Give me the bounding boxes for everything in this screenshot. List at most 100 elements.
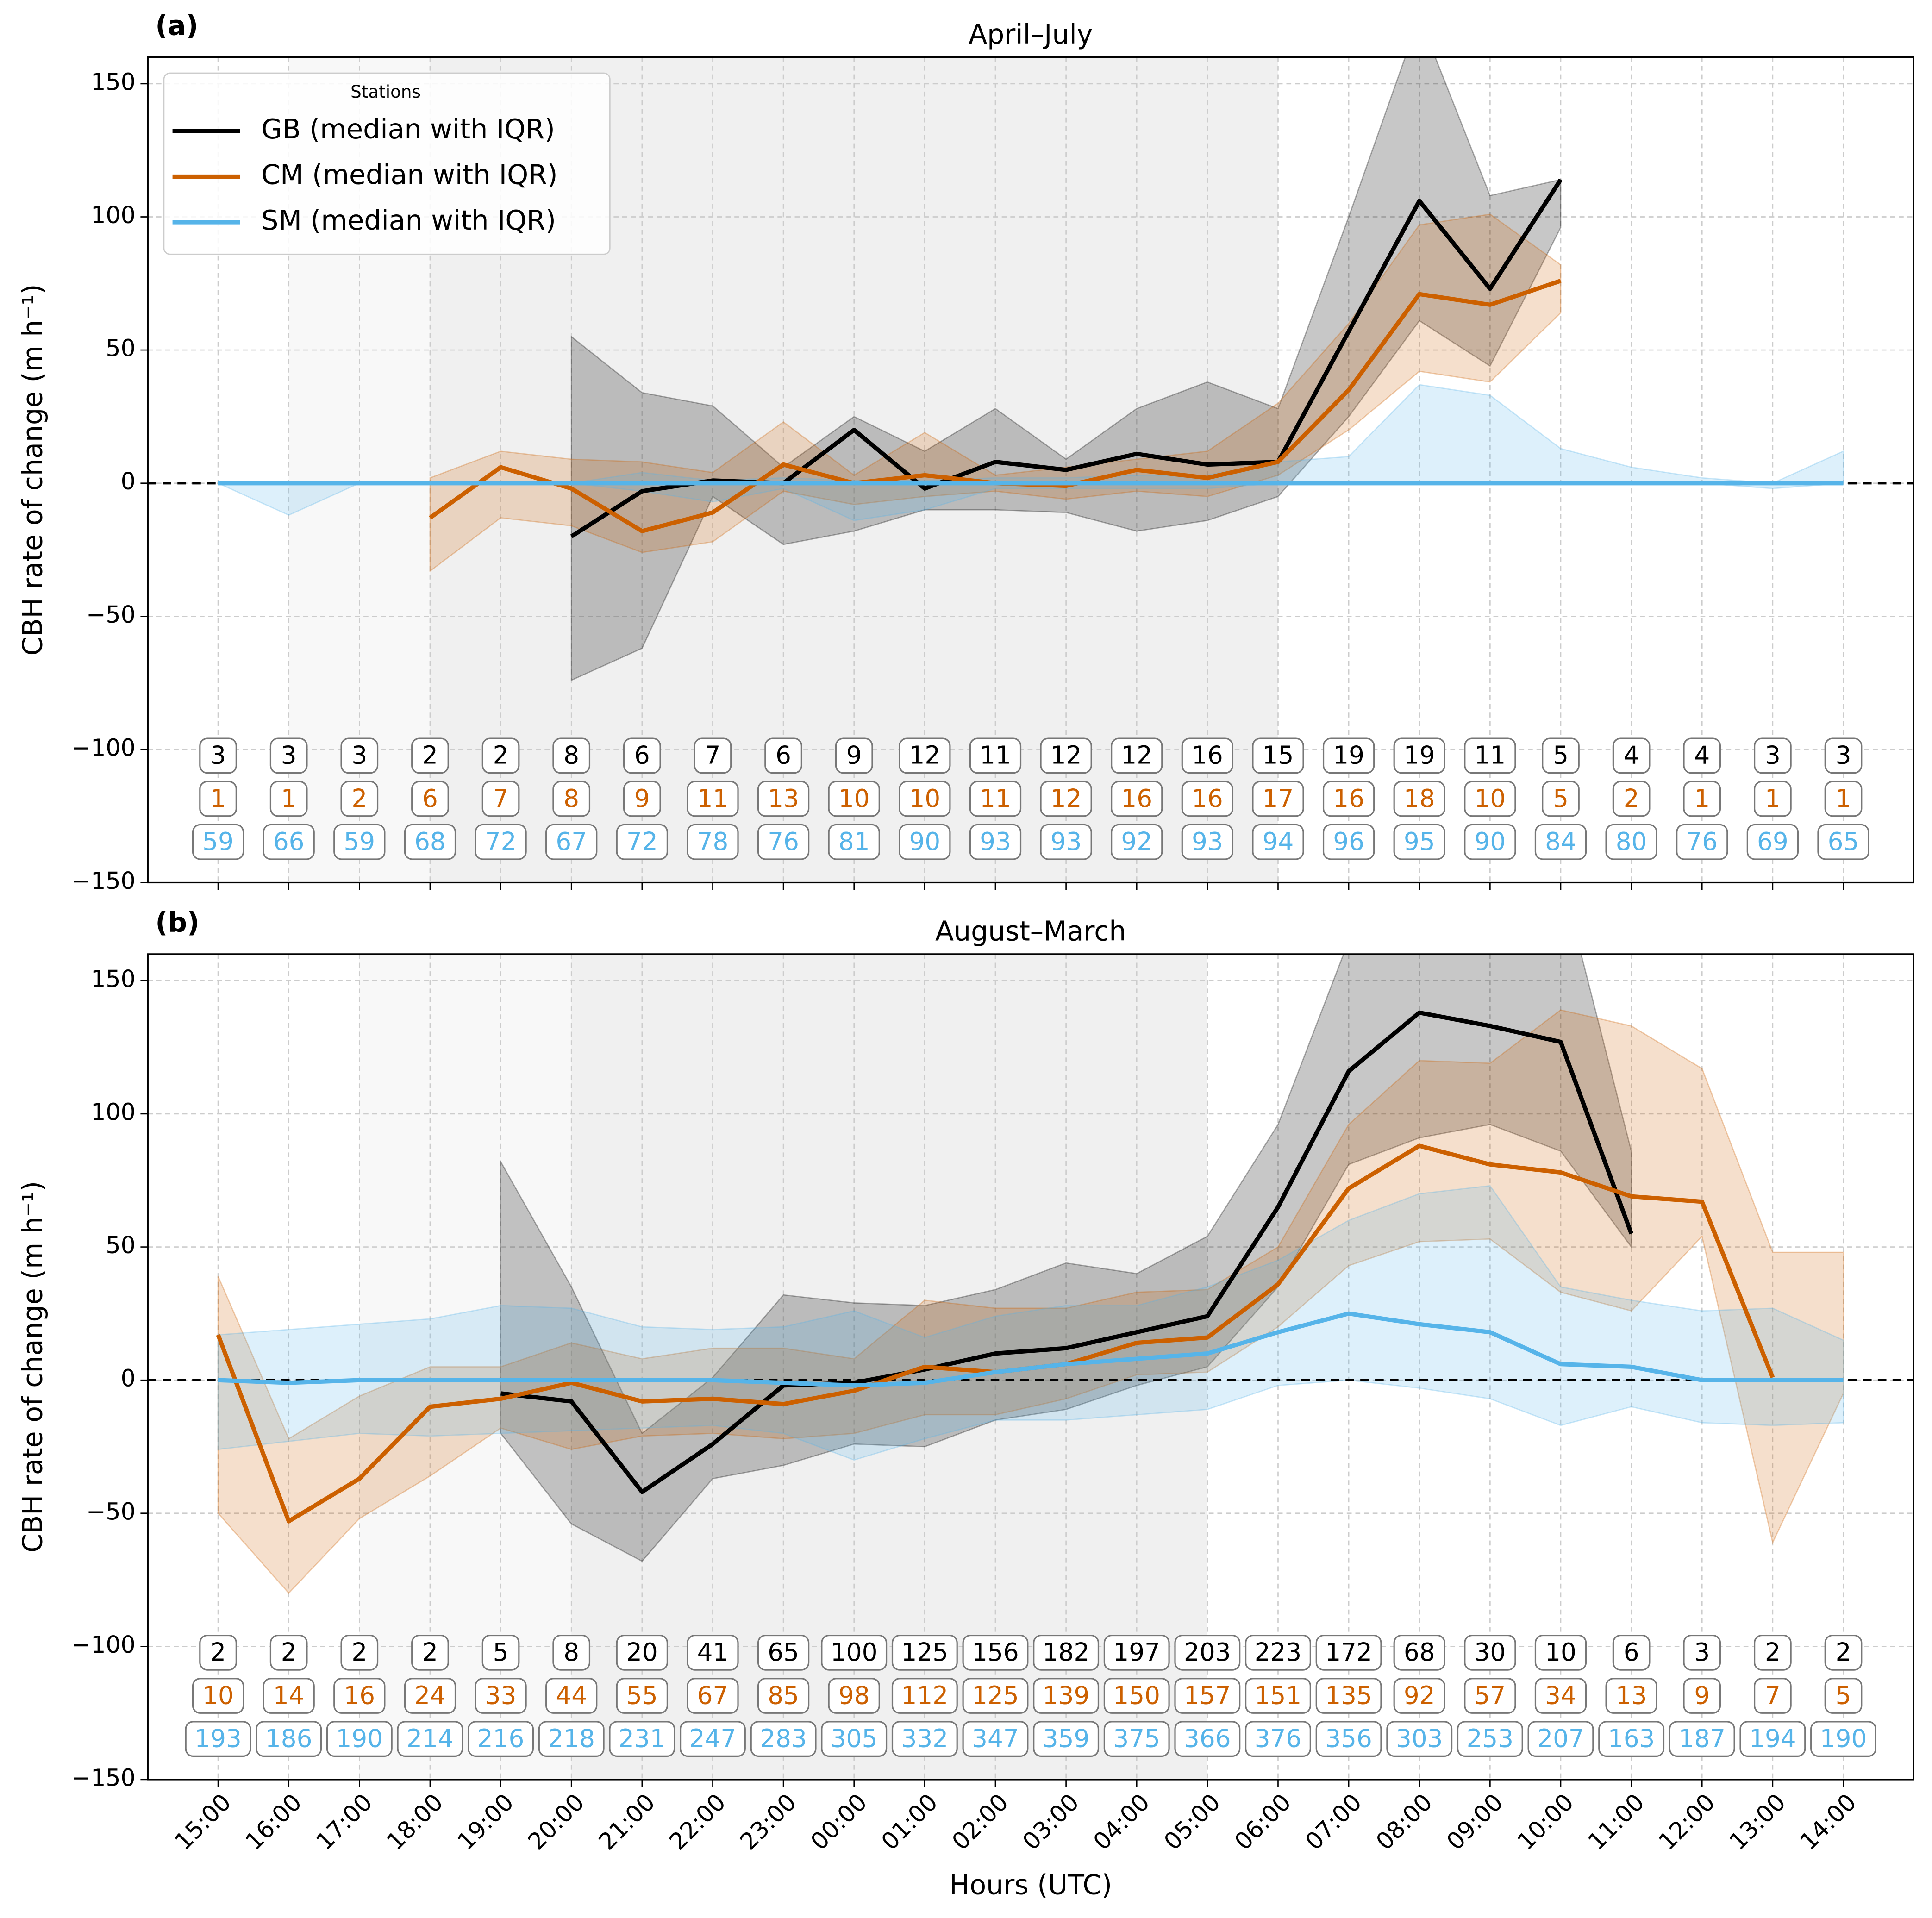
count-label: 1 <box>1765 784 1781 813</box>
count-box <box>1315 1634 1382 1671</box>
count-label: 1 <box>210 784 226 813</box>
count-label: 18 <box>1404 784 1435 813</box>
count-box <box>969 781 1022 817</box>
count-box <box>1739 1721 1806 1757</box>
count-box <box>1754 737 1792 774</box>
plot-area <box>148 57 1914 681</box>
count-box <box>1824 1634 1863 1671</box>
count-box <box>199 737 237 774</box>
count-label: 65 <box>1828 827 1859 856</box>
y-tick-label: 100 <box>91 201 135 229</box>
count-box <box>1754 781 1792 817</box>
count-box <box>1393 824 1445 860</box>
count-box <box>397 1721 463 1757</box>
count-label: 2 <box>351 784 367 813</box>
count-box <box>1181 824 1234 860</box>
count-label: 125 <box>972 1681 1019 1710</box>
count-label: 80 <box>1616 827 1647 856</box>
count-label: 9 <box>1694 1681 1710 1710</box>
count-box <box>1033 1721 1100 1757</box>
count-label: 376 <box>1255 1724 1302 1753</box>
count-box <box>263 1678 315 1714</box>
count-label: 3 <box>351 741 367 770</box>
count-box <box>616 1678 668 1714</box>
count-box <box>552 737 591 774</box>
count-box <box>1527 1721 1594 1757</box>
count-label: 303 <box>1396 1724 1443 1753</box>
count-box <box>1605 1678 1657 1714</box>
count-box <box>757 1678 810 1714</box>
count-box <box>411 1634 449 1671</box>
count-box <box>1174 1678 1241 1714</box>
iqr-band <box>218 384 1844 521</box>
count-box <box>962 1721 1029 1757</box>
count-box <box>269 737 308 774</box>
count-box <box>757 824 810 860</box>
count-label: 5 <box>1553 784 1569 813</box>
y-tick-label: −50 <box>86 601 136 628</box>
count-label: 12 <box>1050 784 1082 813</box>
count-label: 92 <box>1404 1681 1435 1710</box>
count-label: 13 <box>768 784 799 813</box>
count-box <box>1322 824 1375 860</box>
count-box <box>481 1634 520 1671</box>
count-box <box>821 1721 888 1757</box>
count-box <box>687 824 739 860</box>
count-box <box>1464 1634 1516 1671</box>
count-label: 10 <box>1475 784 1506 813</box>
count-label: 2 <box>493 741 509 770</box>
count-label: 3 <box>1694 1638 1710 1667</box>
count-box <box>1534 1678 1587 1714</box>
count-box <box>828 781 880 817</box>
y-tick-label: −100 <box>71 734 136 761</box>
count-label: 283 <box>760 1724 807 1753</box>
y-tick-label: 0 <box>121 468 136 495</box>
count-label: 90 <box>909 827 940 856</box>
count-box <box>1746 824 1799 860</box>
count-label: 19 <box>1333 741 1364 770</box>
count-box <box>1322 737 1375 774</box>
y-tick-label: −50 <box>86 1498 136 1525</box>
count-label: 223 <box>1255 1638 1302 1667</box>
count-label: 10 <box>909 784 940 813</box>
count-box <box>1111 824 1163 860</box>
count-label: 90 <box>1475 827 1506 856</box>
count-box <box>1817 824 1869 860</box>
count-box <box>1683 781 1721 817</box>
y-axis-label: CBH rate of change (m h⁻¹) <box>17 1181 49 1553</box>
count-label: 359 <box>1043 1724 1090 1753</box>
iqr-band <box>500 954 1632 1562</box>
count-label: 10 <box>202 1681 234 1710</box>
count-box <box>1393 1678 1445 1714</box>
count-box <box>404 824 456 860</box>
count-box <box>1534 1634 1587 1671</box>
count-box <box>680 1721 746 1757</box>
count-label: 2 <box>281 1638 297 1667</box>
count-box <box>623 781 661 817</box>
count-box <box>1252 737 1304 774</box>
count-label: 3 <box>1765 741 1781 770</box>
count-label: 11 <box>980 741 1011 770</box>
count-label: 98 <box>838 1681 870 1710</box>
y-axis-label: CBH rate of change (m h⁻¹) <box>17 284 49 656</box>
count-box <box>199 1634 237 1671</box>
count-label: 12 <box>1121 741 1152 770</box>
median-line <box>500 1010 1634 1494</box>
count-label: 253 <box>1467 1724 1514 1753</box>
count-label: 93 <box>1050 827 1082 856</box>
count-box <box>1683 737 1721 774</box>
count-box <box>263 824 315 860</box>
y-tick-label: 100 <box>91 1098 135 1125</box>
count-box <box>1464 737 1516 774</box>
count-label: 69 <box>1757 827 1788 856</box>
y-tick-label: 50 <box>106 335 135 362</box>
count-label: 135 <box>1325 1681 1372 1710</box>
count-label: 3 <box>210 741 226 770</box>
count-box <box>475 1678 527 1714</box>
count-label: 332 <box>901 1724 949 1753</box>
count-box <box>1810 1721 1876 1757</box>
count-label: 163 <box>1608 1724 1655 1753</box>
panel-label: (a) <box>155 10 198 42</box>
count-box <box>481 737 520 774</box>
count-box <box>1612 737 1651 774</box>
